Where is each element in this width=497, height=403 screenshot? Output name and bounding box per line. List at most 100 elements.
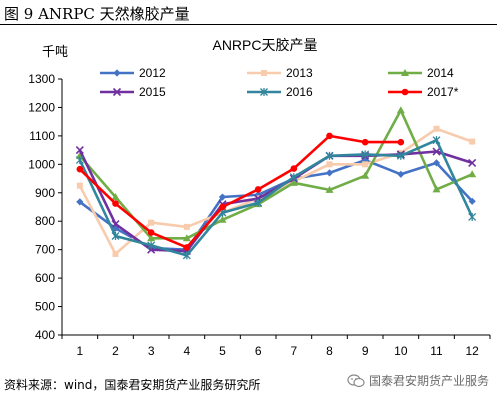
legend-item: 2014: [388, 66, 454, 80]
chart-title: ANRPC天胶产量: [212, 37, 317, 53]
data-point: [76, 165, 84, 173]
y-tick-label: 1300: [28, 72, 55, 86]
wechat-icon: [347, 373, 365, 387]
chart-legend: 2012 2013 2014 2015 2016 2017*: [100, 66, 459, 99]
x-tick-label: 8: [326, 344, 333, 358]
x-tick-label: 10: [394, 344, 408, 358]
data-point: [182, 251, 191, 260]
series-line: [78, 149, 473, 253]
data-point: [182, 234, 191, 242]
data-point: [76, 198, 84, 206]
legend-item: 2013: [247, 66, 313, 80]
data-point: [468, 197, 476, 205]
series-2014: [75, 106, 477, 242]
data-point: [433, 125, 440, 132]
data-point: [325, 185, 334, 193]
data-point: [254, 198, 263, 207]
data-point: [290, 165, 298, 172]
data-point: [362, 161, 369, 168]
data-point: [325, 151, 334, 160]
chart-plot-area: [75, 106, 477, 260]
data-point: [75, 146, 84, 155]
watermark: 国泰君安期货产业服务: [347, 372, 489, 389]
data-point: [218, 193, 227, 201]
legend-label: 2015: [139, 85, 166, 99]
y-tick-label: 900: [35, 186, 55, 200]
data-point: [432, 147, 441, 156]
data-point: [147, 229, 155, 236]
data-point: [112, 200, 119, 207]
legend-item: 2017*: [388, 85, 459, 99]
x-tick-label: 4: [183, 344, 190, 358]
data-point: [254, 186, 262, 193]
y-tick-label: 1100: [29, 129, 55, 143]
legend-swatch-marker: [113, 69, 121, 77]
y-axis-label: 千吨: [42, 45, 68, 60]
series-2015: [75, 146, 477, 256]
data-point: [468, 158, 477, 167]
data-point: [361, 138, 369, 146]
data-point: [147, 234, 156, 242]
legend-label: 2013: [286, 66, 313, 80]
data-point: [183, 244, 191, 251]
x-tick-label: 9: [362, 344, 369, 358]
series-2017: [76, 132, 405, 251]
data-point: [361, 150, 370, 159]
title-rule: [0, 24, 497, 25]
y-tick-label: 800: [35, 214, 55, 228]
series-line: [78, 134, 401, 249]
data-point: [432, 159, 441, 167]
source-note: 资料来源：wind，国泰君安期货产业服务研究所: [4, 378, 261, 392]
y-tick-label: 1000: [28, 157, 55, 171]
y-tick-label: 700: [35, 243, 55, 257]
data-point: [218, 215, 227, 223]
data-point: [397, 138, 405, 146]
legend-item: 2012: [100, 66, 166, 80]
data-point: [396, 106, 405, 114]
y-tick-label: 400: [35, 328, 55, 342]
legend-label: 2017*: [427, 85, 459, 99]
data-point: [432, 185, 441, 193]
data-point: [326, 132, 333, 140]
data-point: [147, 241, 156, 250]
legend-swatch-marker: [401, 69, 409, 76]
x-tick-label: 6: [255, 344, 262, 358]
data-point: [111, 220, 120, 229]
x-tick-label: 12: [465, 344, 479, 358]
series-line: [78, 138, 474, 257]
data-point: [148, 219, 155, 226]
line-chart: ANRPC天胶产量 千吨 2012 2013 2014 2015 2016 2017* 4…: [28, 37, 491, 358]
legend-swatch-marker: [261, 70, 267, 76]
data-point: [183, 223, 190, 230]
x-tick-label: 7: [290, 344, 297, 358]
legend-label: 2014: [427, 66, 454, 80]
legend-swatch-marker: [260, 88, 268, 96]
data-point: [76, 182, 83, 189]
data-point: [289, 173, 298, 182]
legend-label: 2016: [286, 85, 313, 99]
data-point: [219, 203, 226, 211]
data-point: [468, 212, 477, 221]
series-2016: [75, 136, 477, 260]
legend-label: 2012: [139, 66, 166, 80]
data-point: [289, 178, 298, 186]
data-point: [469, 138, 476, 145]
data-point: [111, 193, 120, 201]
data-point: [326, 161, 333, 168]
data-point: [112, 250, 119, 257]
data-point: [468, 170, 477, 178]
watermark-text: 国泰君安期货产业服务: [368, 374, 489, 388]
legend-swatch-marker: [112, 87, 122, 97]
x-tick-label: 1: [76, 344, 83, 358]
x-tick-label: 5: [219, 344, 226, 358]
y-tick-label: 600: [35, 271, 55, 285]
data-point: [111, 232, 120, 241]
figure-title: 图 9 ANRPC 天然橡胶产量: [4, 5, 190, 23]
series-line: [78, 109, 473, 240]
x-tick-label: 2: [112, 344, 119, 358]
y-tick-label: 500: [35, 300, 55, 314]
legend-item: 2015: [100, 85, 166, 99]
data-point: [75, 156, 84, 165]
y-tick-label: 1200: [28, 100, 55, 114]
